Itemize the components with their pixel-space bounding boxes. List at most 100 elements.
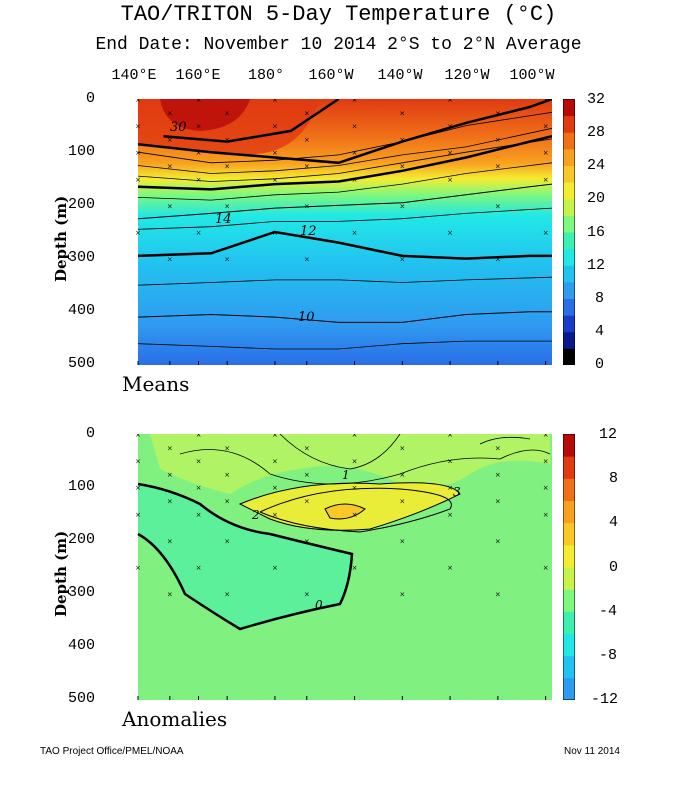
station-marker: × [447,511,453,519]
chart-subtitle: End Date: November 10 2014 2°S to 2°N Av… [95,35,582,55]
station-marker: × [447,458,453,466]
isotherm-minor [137,111,552,164]
station-marker: × [304,256,310,264]
isotherm-minor [137,127,552,174]
means-ytick: 400 [67,302,95,319]
station-marker: × [399,591,405,599]
colorbar-tick: 12 [587,257,606,274]
means-ytick: 100 [67,143,95,160]
station-marker: × [543,484,549,492]
station-marker: × [543,229,549,237]
station-marker: × [135,434,141,439]
station-marker: × [352,511,358,519]
station-marker: × [135,229,141,237]
station-marker: × [272,434,278,439]
colorbar-tick: -12 [591,691,619,708]
station-marker: × [543,511,549,519]
isotherm-minor [137,340,552,350]
station-marker: × [272,99,278,104]
station-marker: × [495,537,501,545]
station-markers: × × × × × × × × × × × × × × × × × × × × × × × × × × × × × × × × × × × × × × × ×… [135,99,549,365]
colorbar-swatch [563,478,575,501]
station-marker: × [447,564,453,572]
colorbar-swatch [563,265,575,283]
station-marker: × [224,537,230,545]
anom-ytick: 0 [85,425,95,442]
station-marker: × [135,511,141,519]
station-marker: × [352,99,358,104]
station-marker: × [272,484,278,492]
station-marker: × [224,444,230,452]
colorbar-swatch [563,315,575,333]
lon-label: 160°W [308,67,354,84]
colorbar-swatch [563,522,575,546]
station-marker: × [167,256,173,264]
station-marker: × [196,458,202,466]
colorbar-tick: 20 [587,190,606,207]
lon-label: 100°W [509,67,555,84]
station-marker: × [135,149,141,157]
station-marker: × [352,123,358,131]
means-plot: 30 14 12 10 ××××××××××××××××××××××××××××… [135,99,552,365]
colorbar-tick: 4 [609,514,619,531]
station-marker: × [399,537,405,545]
station-marker: × [196,176,202,184]
contour-label-14: 14 [215,212,232,227]
station-marker: × [352,484,358,492]
station-marker: × [447,149,453,157]
isotherm-28 [137,99,552,165]
station-marker: × [196,99,202,104]
colorbar-swatch [563,544,575,568]
station-marker: × [135,484,141,492]
anomalies-colorbar [563,434,575,700]
colorbar-tick: 16 [587,224,606,241]
station-marker: × [352,176,358,184]
colorbar-tick: 0 [595,356,605,373]
station-marker: × [167,163,173,171]
colorbar-swatch [563,655,575,679]
colorbar-swatch [563,182,575,200]
station-marker: × [304,591,310,599]
contour-label-2: 2 [251,508,260,522]
station-marker: × [167,202,173,210]
colorbar-swatch [563,348,575,365]
station-marker: × [135,99,141,104]
isotherm-14 [137,183,552,220]
anomalies-panel-label: Anomalies [122,707,228,731]
station-marker: × [304,537,310,545]
contour-label-10: 10 [298,310,315,325]
station-marker: × [543,176,549,184]
anom-ytick: 200 [67,531,95,548]
station-marker: × [399,109,405,117]
anomaly-contour [279,434,401,470]
station-marker: × [399,256,405,264]
lon-label: 140°W [377,67,423,84]
station-marker: × [495,256,501,264]
station-marker: × [167,109,173,117]
anomaly-contours [137,434,551,631]
isotherm-minor [137,138,552,182]
colorbar-tick: 0 [609,559,619,576]
station-marker: × [224,136,230,144]
station-marker: × [495,498,501,506]
station-marker: × [272,123,278,131]
colorbar-swatch [563,132,575,150]
station-marker: × [304,471,310,479]
station-marker: × [196,229,202,237]
colorbar-swatch [563,677,575,700]
station-marker: × [495,471,501,479]
station-marker: × [543,434,549,439]
lon-label: 120°W [444,67,490,84]
anomaly-contour [479,436,531,445]
colorbar-swatch [563,165,575,183]
colorbar-tick: 32 [587,91,606,108]
anom-ytick: 400 [67,637,95,654]
station-marker: × [167,444,173,452]
station-marker: × [352,229,358,237]
contour-label-12: 12 [300,224,317,239]
station-marker: × [447,123,453,131]
colorbar-swatch [563,589,575,612]
colorbar-swatch [563,148,575,166]
anomaly-contour [259,487,452,533]
isotherm-30 [163,99,340,143]
